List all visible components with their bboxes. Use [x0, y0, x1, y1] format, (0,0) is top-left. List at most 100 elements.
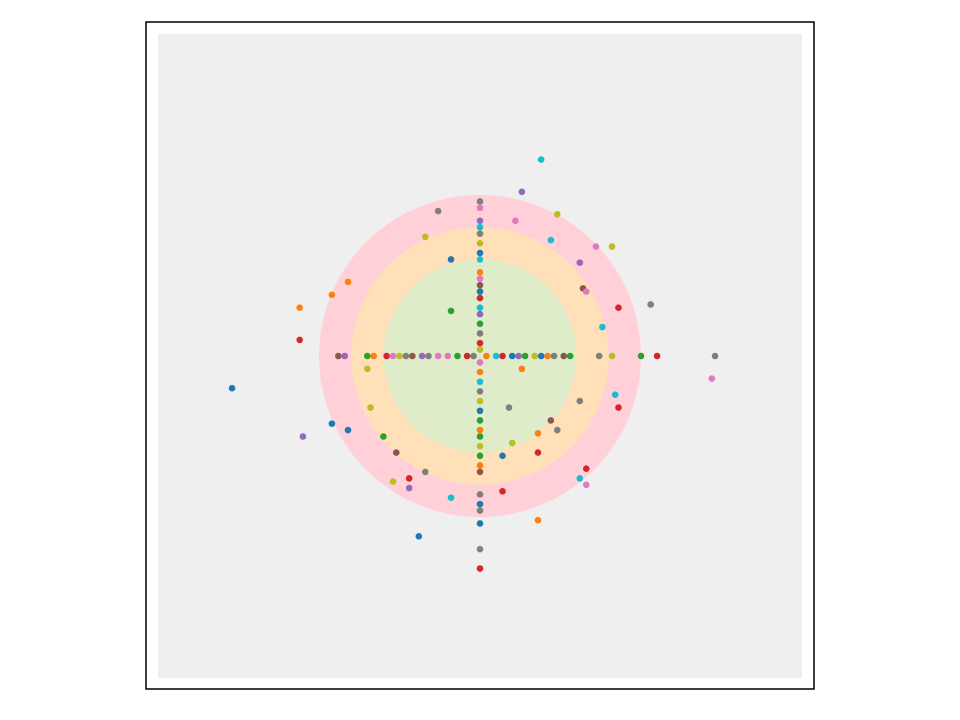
scatter-point [499, 452, 506, 460]
scatter-point [447, 307, 455, 315]
scatter-point [476, 407, 484, 415]
scatter-point [415, 533, 423, 540]
scatter-point [344, 278, 352, 286]
scatter-point [463, 352, 471, 360]
scatter-point [508, 439, 516, 447]
scatter-point [550, 352, 558, 360]
scatter-point [405, 484, 413, 492]
scatter-point [421, 233, 429, 241]
scatter-point [392, 449, 400, 456]
scatter-point [476, 426, 484, 434]
scatter-point [653, 352, 661, 360]
scatter-point [476, 256, 484, 263]
scatter-point [544, 352, 551, 360]
scatter-point [560, 352, 568, 360]
ring-3 [383, 259, 577, 453]
scatter-point [476, 565, 484, 572]
scatter-point [296, 336, 303, 344]
scatter-point [492, 352, 500, 360]
scatter-point [534, 449, 542, 456]
scatter-point [537, 156, 545, 163]
scatter-point [380, 433, 387, 440]
scatter-point [447, 256, 455, 263]
scatter-point [476, 268, 484, 276]
concentric-rings [319, 195, 641, 517]
scatter-point [476, 339, 484, 347]
scatter-point [537, 352, 545, 360]
scatter-point [476, 397, 484, 405]
scatter-point [531, 352, 539, 360]
scatter-point [447, 494, 455, 501]
scatter-point [370, 352, 378, 360]
scatter-point [476, 275, 484, 283]
scatter-point [389, 478, 397, 485]
scatter-point [576, 397, 584, 405]
scatter-point [476, 304, 484, 312]
scatter-point [364, 352, 371, 360]
scatter-point [608, 352, 616, 360]
scatter-point [647, 301, 654, 308]
scatter-point [508, 352, 516, 360]
scatter-point [434, 352, 442, 360]
scatter-point [476, 223, 484, 231]
scatter-point [383, 352, 390, 360]
scatter-point [444, 352, 452, 360]
scatter-point [534, 516, 542, 524]
scatter-point [476, 368, 484, 376]
scatter-point [454, 352, 461, 360]
scatter-point [296, 304, 303, 312]
scatter-point [470, 352, 477, 360]
scatter-point [476, 378, 484, 386]
scatter-point [582, 465, 590, 473]
scatter-point [615, 404, 622, 411]
scatter-point [611, 391, 619, 398]
scatter-point [512, 217, 519, 225]
scatter-point [476, 500, 484, 508]
scatter-point [521, 352, 529, 360]
scatter-point [476, 359, 484, 366]
scatter-point [553, 426, 561, 434]
scatter-point [409, 352, 416, 360]
scatter-point [476, 217, 484, 225]
scatter-points [228, 156, 719, 572]
scatter-point [476, 388, 484, 395]
scatter-point [476, 294, 484, 302]
scatter-point [476, 462, 484, 469]
scatter-point [344, 426, 352, 434]
scatter-point [328, 291, 336, 299]
scatter-point [566, 352, 574, 360]
scatter-point [425, 352, 432, 360]
scatter-point [476, 204, 484, 212]
scatter-point [476, 198, 484, 205]
scatter-point [615, 304, 622, 312]
scatter-point [476, 249, 484, 257]
scatter-point [576, 475, 584, 482]
scatter-point [708, 375, 716, 382]
scatter-point [476, 240, 484, 247]
scatter-point [599, 323, 606, 331]
scatter-point [228, 384, 236, 392]
scatter-point [418, 352, 426, 360]
scatter-point [595, 352, 603, 360]
scatter-point [299, 433, 307, 440]
scatter-point [637, 352, 645, 360]
scatter-point [582, 288, 590, 295]
scatter-point [476, 346, 484, 353]
scatter-point [576, 259, 584, 266]
scatter-point [476, 520, 484, 527]
scatter-point [476, 545, 484, 553]
scatter-point [476, 288, 484, 295]
scatter-point [476, 310, 484, 318]
scatter-point [402, 352, 410, 360]
scatter-point [476, 433, 484, 440]
scatter-point [518, 188, 526, 196]
scatter-point [476, 491, 484, 498]
scatter-point [476, 442, 484, 450]
scatter-point [711, 352, 719, 360]
scatter-point [547, 236, 555, 244]
scatter-point [499, 352, 506, 360]
scatter-point [505, 404, 513, 411]
scatter-point [592, 243, 600, 250]
scatter-point [434, 207, 442, 215]
scatter-point [582, 481, 590, 489]
